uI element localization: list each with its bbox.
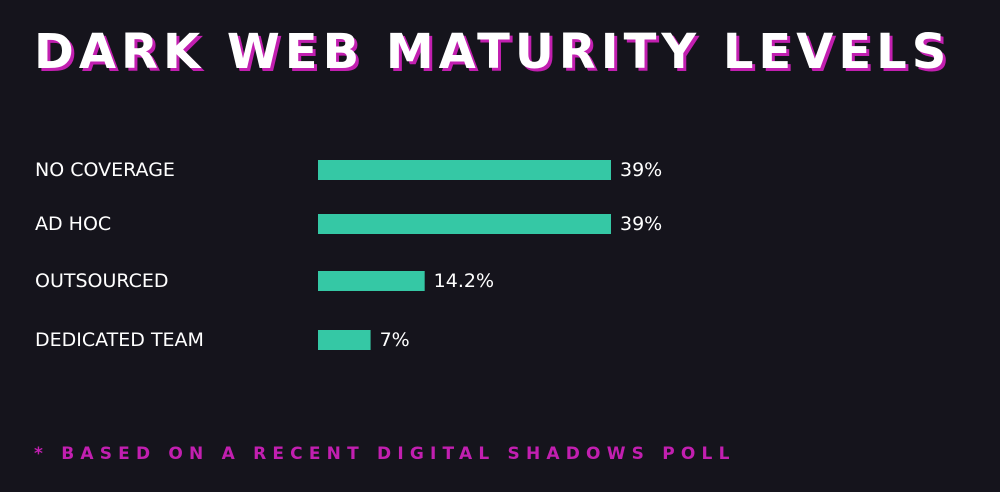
chart-title: DARK WEB MATURITY LEVELS — [34, 24, 952, 80]
bar — [318, 330, 371, 350]
footnote: * BASED ON A RECENT DIGITAL SHADOWS POLL — [34, 444, 736, 464]
bar — [318, 271, 425, 291]
category-label: DEDICATED TEAM — [35, 329, 204, 351]
bar — [318, 214, 611, 234]
value-label: 39% — [620, 213, 662, 235]
category-label: AD HOC — [35, 213, 111, 235]
value-label: 7% — [380, 329, 410, 351]
category-label: OUTSOURCED — [35, 270, 169, 292]
category-label: NO COVERAGE — [35, 159, 175, 181]
bar — [318, 160, 611, 180]
value-label: 14.2% — [434, 270, 494, 292]
value-label: 39% — [620, 159, 662, 181]
